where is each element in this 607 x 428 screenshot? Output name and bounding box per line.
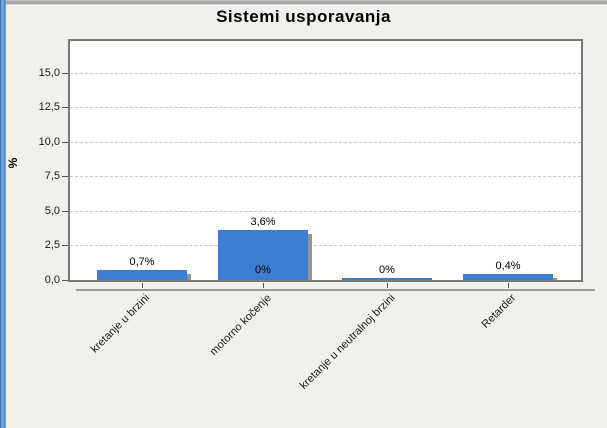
- x-category-label: Retarder: [479, 292, 519, 331]
- x-category-label: kretanje u brzini: [89, 292, 153, 356]
- bar: [463, 274, 553, 280]
- gridline: [70, 142, 581, 143]
- y-tick-label: 12,5: [38, 101, 60, 113]
- y-tick-label: 5,0: [44, 205, 60, 217]
- gridline: [70, 211, 581, 212]
- y-tick: [62, 245, 68, 246]
- gridline: [70, 107, 581, 108]
- y-tick-label: 10,0: [38, 136, 60, 148]
- gridline: [70, 245, 581, 246]
- y-tick: [62, 176, 68, 177]
- bar-value-label: 3,6%: [250, 216, 276, 228]
- x-tick: [263, 283, 264, 288]
- plot-area-shadow: [76, 289, 595, 291]
- plot-area: 0,7% 3,6% 0% 0,4% 0%: [68, 39, 583, 282]
- y-tick: [62, 107, 68, 108]
- bar-value-label: 0,4%: [495, 260, 521, 272]
- gridline: [70, 176, 581, 177]
- y-tick-label: 2,5: [44, 239, 60, 251]
- y-tick: [62, 280, 68, 281]
- bar: [218, 230, 308, 280]
- x-tick: [142, 283, 143, 288]
- y-tick: [62, 142, 68, 143]
- x-tick: [387, 283, 388, 288]
- x-category-label: kretanje u neutralnoj brzini: [297, 292, 398, 392]
- y-tick-label: 0,0: [44, 274, 60, 286]
- bar-value-label: 0%: [379, 264, 395, 276]
- chart-title: Sistemi usporavanja: [216, 7, 391, 26]
- y-tick-label: 15,0: [38, 67, 60, 79]
- window-top-border: [6, 0, 607, 6]
- y-tick: [62, 211, 68, 212]
- y-tick-label: 7,5: [44, 170, 60, 182]
- bar: [97, 270, 187, 280]
- y-tick: [62, 73, 68, 74]
- x-tick: [508, 283, 509, 288]
- x-category-label: motorno kočenje: [207, 292, 274, 358]
- bar-value-label: 0,7%: [129, 256, 155, 268]
- gridline: [70, 73, 581, 74]
- bar: [342, 278, 432, 280]
- window-left-border: [0, 0, 6, 428]
- bar-annotation-label: 0%: [255, 264, 271, 276]
